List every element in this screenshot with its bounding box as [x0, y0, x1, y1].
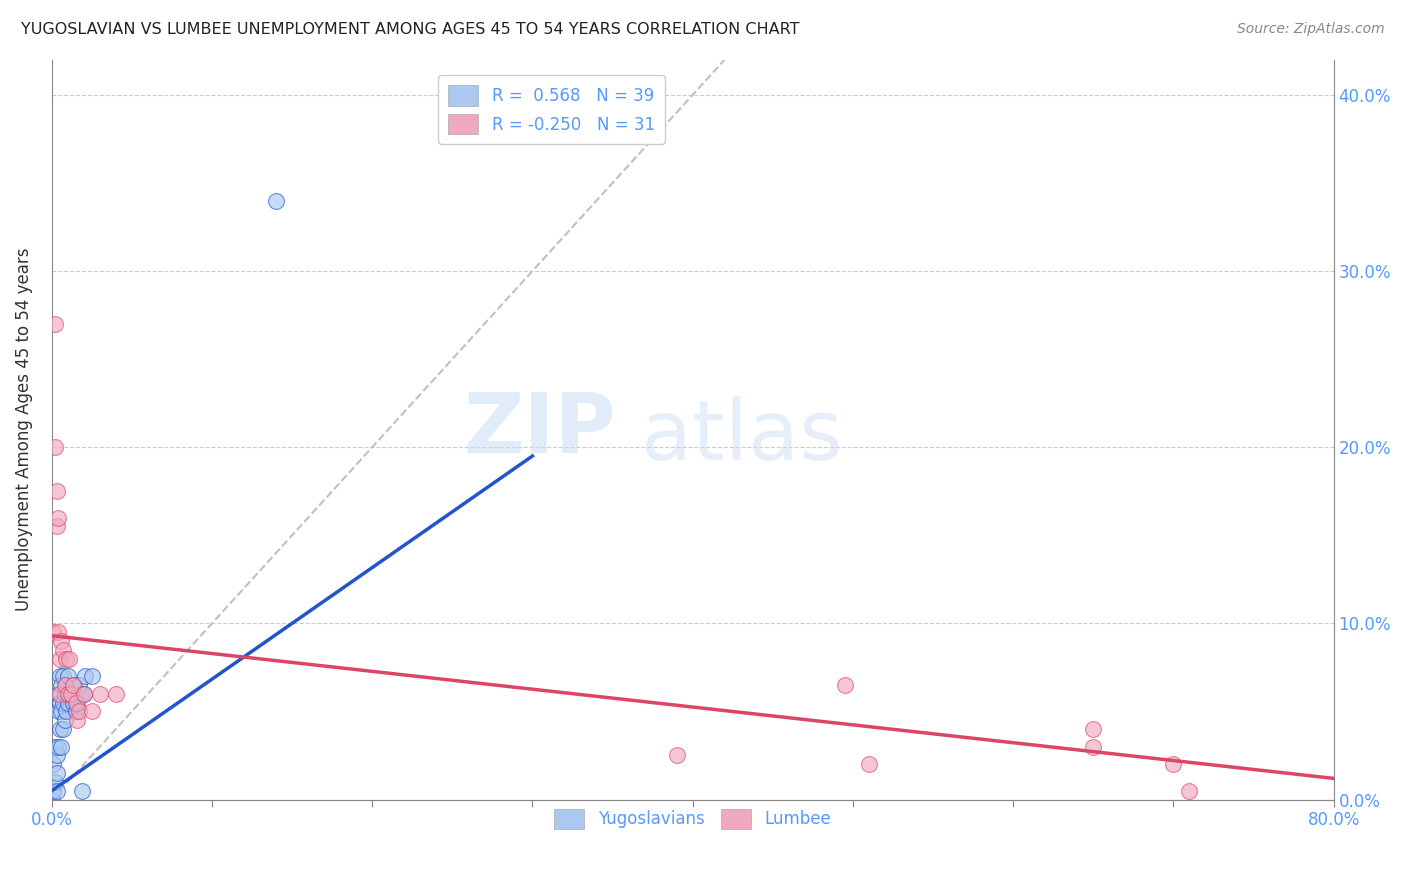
- Point: [75, 669, 97, 683]
- Point: [52, 669, 75, 683]
- Point: [52, 642, 75, 657]
- Point: [55, 678, 77, 692]
- Point: [49, 651, 72, 665]
- Point: [52, 696, 75, 710]
- Point: [1083, 722, 1105, 736]
- Point: [59, 687, 82, 701]
- Text: Source: ZipAtlas.com: Source: ZipAtlas.com: [1237, 22, 1385, 37]
- Text: YUGOSLAVIAN VS LUMBEE UNEMPLOYMENT AMONG AGES 45 TO 54 YEARS CORRELATION CHART: YUGOSLAVIAN VS LUMBEE UNEMPLOYMENT AMONG…: [21, 22, 800, 37]
- Point: [45, 484, 67, 499]
- Point: [63, 678, 86, 692]
- Point: [51, 634, 73, 648]
- Point: [73, 687, 96, 701]
- Point: [66, 713, 89, 727]
- Point: [56, 687, 79, 701]
- Point: [44, 317, 66, 331]
- Point: [65, 705, 87, 719]
- Point: [65, 696, 87, 710]
- Point: [264, 194, 287, 208]
- Point: [42, 625, 65, 640]
- Point: [53, 678, 76, 692]
- Point: [89, 687, 111, 701]
- Point: [45, 748, 67, 763]
- Point: [66, 696, 89, 710]
- Point: [62, 696, 84, 710]
- Point: [80, 705, 103, 719]
- Point: [49, 696, 72, 710]
- Point: [51, 739, 73, 754]
- Point: [58, 687, 80, 701]
- Point: [49, 669, 72, 683]
- Point: [59, 687, 82, 701]
- Point: [45, 783, 67, 797]
- Point: [69, 687, 91, 701]
- Point: [45, 766, 67, 780]
- Point: [834, 678, 856, 692]
- Point: [49, 722, 72, 736]
- Y-axis label: Unemployment Among Ages 45 to 54 years: Unemployment Among Ages 45 to 54 years: [15, 248, 32, 611]
- Point: [56, 696, 79, 710]
- Point: [80, 669, 103, 683]
- Point: [58, 651, 80, 665]
- Point: [45, 519, 67, 533]
- Point: [55, 705, 77, 719]
- Point: [41, 792, 63, 806]
- Point: [1178, 783, 1201, 797]
- Text: ZIP: ZIP: [464, 389, 616, 470]
- Point: [42, 757, 65, 772]
- Point: [53, 687, 76, 701]
- Point: [42, 783, 65, 797]
- Point: [49, 687, 72, 701]
- Point: [858, 757, 880, 772]
- Point: [104, 687, 127, 701]
- Point: [44, 739, 66, 754]
- Point: [51, 678, 73, 692]
- Point: [1083, 739, 1105, 754]
- Point: [56, 669, 79, 683]
- Legend: Yugoslavians, Lumbee: Yugoslavians, Lumbee: [547, 802, 838, 836]
- Point: [62, 678, 84, 692]
- Point: [46, 510, 69, 524]
- Point: [46, 705, 69, 719]
- Point: [46, 687, 69, 701]
- Point: [70, 783, 93, 797]
- Point: [67, 678, 90, 692]
- Point: [67, 705, 90, 719]
- Point: [46, 625, 69, 640]
- Point: [55, 651, 77, 665]
- Point: [665, 748, 688, 763]
- Point: [51, 705, 73, 719]
- Point: [53, 713, 76, 727]
- Point: [1163, 757, 1185, 772]
- Point: [52, 722, 75, 736]
- Text: atlas: atlas: [641, 396, 844, 477]
- Point: [44, 440, 66, 454]
- Point: [44, 775, 66, 789]
- Point: [46, 739, 69, 754]
- Point: [73, 687, 96, 701]
